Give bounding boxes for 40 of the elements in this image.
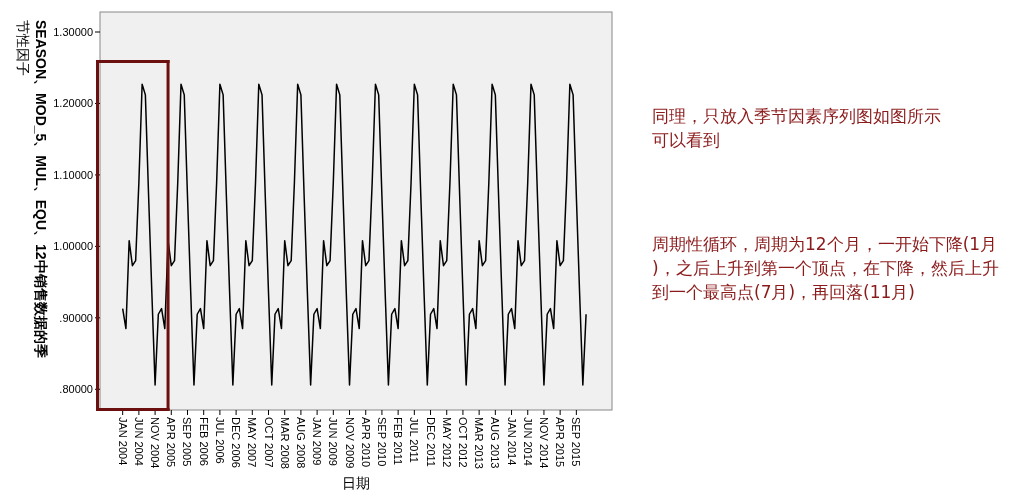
x-tick-label: APR 2015 <box>554 417 567 468</box>
x-tick-label: DEC 2006 <box>230 417 243 468</box>
x-tick-label: OCT 2007 <box>262 417 275 468</box>
x-tick-label: JUN 2014 <box>521 417 534 466</box>
y-tick-label: 1.30000 <box>53 26 93 39</box>
x-tick-label: APR 2010 <box>359 417 372 468</box>
y-axis-title: SEASON、MOD_5、MUL、EQU、12中销售数据的季节性因子 <box>15 20 49 358</box>
x-tick-label: DEC 2011 <box>424 417 437 467</box>
x-axis-title: 日期 <box>342 475 370 491</box>
y-tick-label: 1.10000 <box>53 168 93 181</box>
x-tick-label: JAN 2009 <box>311 417 324 466</box>
x-tick-label: MAY 2012 <box>440 417 453 468</box>
x-tick-label: JAN 2004 <box>116 417 129 466</box>
line-series <box>121 83 587 386</box>
x-tick-label: JUN 2009 <box>327 417 340 466</box>
x-tick-label: OCT 2012 <box>456 417 469 468</box>
x-tick-label: AUG 2013 <box>489 417 502 469</box>
x-tick-label: SEP 2010 <box>375 417 388 467</box>
x-tick-label: JUN 2004 <box>132 417 145 466</box>
x-tick-label: MAR 2008 <box>278 417 291 469</box>
text: 同理，只放入季节因素序列图如图所示可以看到 <box>652 106 941 150</box>
x-tick-label: JAN 2014 <box>505 417 518 466</box>
x-tick-label: NOV 2009 <box>343 417 356 469</box>
y-tick-label: .80000 <box>59 383 93 396</box>
x-tick-label: MAY 2007 <box>246 417 259 468</box>
x-tick-label: SEP 2015 <box>570 417 583 467</box>
x-tick-label: MAR 2013 <box>473 417 486 469</box>
x-tick-label: FEB 2011 <box>392 417 405 466</box>
text: 周期性循环，周期为12个月，一开始下降(1月)，之后上升到第一个顶点，在下降，然后上升到一个最高点(7月)，再回落(11月) <box>652 234 999 302</box>
x-tick-label: NOV 2014 <box>537 417 550 469</box>
y-tick-label: 1.00000 <box>53 240 93 253</box>
x-tick-label: APR 2005 <box>165 417 178 468</box>
x-tick-label: NOV 2004 <box>149 417 162 469</box>
x-tick-label: SEP 2005 <box>181 417 194 467</box>
x-tick-label: JUL 2006 <box>213 417 226 464</box>
x-tick-label: AUG 2008 <box>294 417 307 469</box>
y-tick-label: 1.20000 <box>53 97 93 110</box>
x-tick-label: JUL 2011 <box>408 417 421 463</box>
y-tick-label: .90000 <box>59 311 93 324</box>
x-tick-label: FEB 2006 <box>197 417 210 466</box>
